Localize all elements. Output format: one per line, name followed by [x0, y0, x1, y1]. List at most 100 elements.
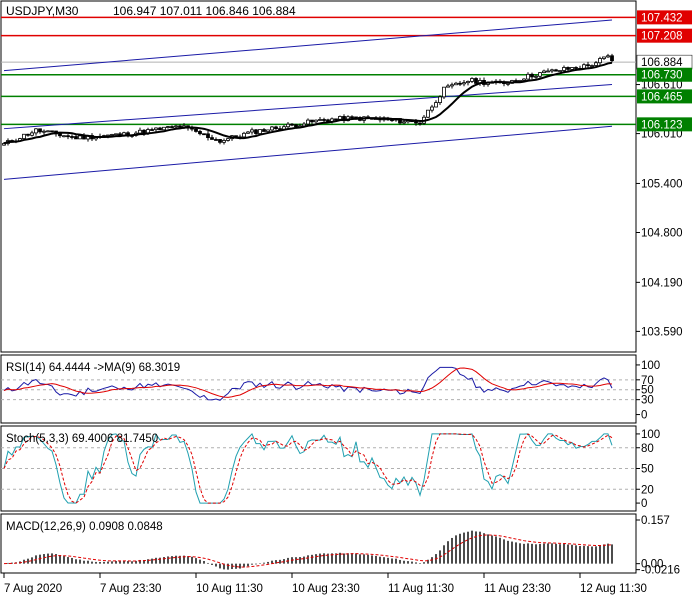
x-tick-label: 7 Aug 23:30: [100, 583, 161, 595]
candle-body: [526, 73, 530, 80]
main-y-tick-label: 105.400: [641, 178, 683, 190]
moving-average-line: [3, 61, 613, 145]
candle-body: [242, 132, 246, 138]
candle-body: [558, 70, 562, 72]
level-price-label: 106.465: [641, 91, 683, 103]
candle-body: [610, 55, 614, 62]
candle-body: [270, 126, 274, 131]
candle-body: [554, 69, 558, 72]
candle-body: [562, 67, 566, 71]
stoch-tick-label: 50: [641, 464, 654, 476]
candle-body: [34, 128, 38, 134]
x-tick-label: 7 Aug 2020: [4, 583, 62, 595]
candle-body: [594, 62, 598, 66]
rsi-tick-label: 70: [641, 375, 654, 387]
main-panel: [0, 0, 637, 353]
candle-body: [542, 70, 546, 74]
candle-body: [450, 84, 454, 87]
candle-body: [522, 78, 526, 81]
candle-body: [202, 133, 206, 136]
candle-body: [442, 86, 446, 98]
candle-body: [538, 72, 542, 77]
stoch-tick-label: 100: [641, 429, 660, 441]
macd-panel: [0, 513, 637, 574]
main-y-tick-label: 106.610: [641, 80, 683, 92]
main-y-tick-label: 103.590: [641, 326, 683, 338]
level-price-label: 107.432: [641, 12, 683, 24]
candle-body: [158, 127, 162, 131]
channel-line: [3, 19, 613, 72]
rsi-label: RSI(14) 64.4444 ->MA(9) 68.3019: [6, 362, 180, 374]
rsi-tick-label: 50: [641, 385, 654, 397]
current-price-label: 106.884: [641, 57, 683, 69]
candle-body: [458, 82, 462, 85]
candle-body: [590, 65, 594, 67]
candle-body: [586, 64, 590, 67]
candle-body: [322, 119, 326, 121]
candle-body: [218, 139, 222, 143]
level-price-label: 106.123: [641, 119, 683, 131]
candle-body: [46, 130, 50, 133]
candle-body: [258, 129, 262, 134]
candle-body: [58, 133, 62, 137]
candle-body: [254, 129, 258, 134]
stoch-tick-label: 0: [641, 498, 647, 510]
x-tick-label: 11 Aug 11:30: [388, 583, 454, 595]
candle-body: [290, 123, 294, 126]
channel-line: [3, 125, 613, 180]
candle-body: [210, 137, 214, 140]
candle-body: [266, 129, 270, 132]
main-y-tick-label: 106.010: [641, 129, 683, 141]
candle-body: [318, 119, 322, 121]
candle-body: [338, 116, 342, 120]
candle-body: [462, 82, 466, 85]
candle-body: [154, 127, 158, 131]
macd-tick-label: -0.0216: [641, 565, 680, 577]
rsi-tick-label: 30: [641, 395, 654, 407]
candle-body: [70, 136, 74, 138]
level-price-label: 106.730: [641, 70, 683, 82]
candle-body: [286, 123, 290, 128]
candle-body: [506, 82, 510, 85]
candle-body: [274, 126, 278, 130]
level-price-box: [637, 117, 692, 132]
candle-body: [606, 55, 610, 58]
stoch-label: Stoch(5,3,3) 69.4006 81.7450: [6, 433, 158, 445]
candle-body: [138, 129, 142, 134]
candle-body: [310, 119, 314, 123]
candle-body: [602, 56, 606, 59]
candle-body: [246, 131, 250, 134]
candle-body: [530, 73, 534, 78]
candle-body: [306, 119, 310, 125]
rsi-ma-line: [3, 367, 613, 398]
rsi-tick-label: 0: [641, 410, 647, 422]
stoch-tick-label: 80: [641, 443, 654, 455]
candle-body: [198, 131, 202, 135]
candle-body: [294, 124, 298, 128]
main-y-tick-label: 104.800: [641, 227, 683, 239]
candle-body: [50, 130, 54, 133]
candle-body: [550, 69, 554, 72]
stoch-tick-label: 20: [641, 484, 654, 496]
candle-body: [474, 78, 478, 84]
candle-body: [42, 130, 46, 133]
candle-body: [150, 129, 154, 131]
candle-body: [350, 116, 354, 119]
candle-body: [466, 81, 470, 84]
macd-label: MACD(12,26,9) 0.0908 0.0848: [6, 521, 163, 533]
candle-body: [430, 106, 434, 111]
macd-tick-label: 0.157: [641, 515, 670, 527]
candle-body: [166, 126, 170, 128]
candle-body: [62, 135, 66, 138]
x-tick-label: 10 Aug 23:30: [292, 583, 360, 595]
candle-body: [314, 119, 318, 123]
candle-body: [574, 67, 578, 69]
candle-body: [74, 136, 78, 140]
candle-body: [110, 134, 114, 136]
candle-body: [438, 96, 442, 103]
candle-body: [454, 82, 458, 86]
x-tick-label: 10 Aug 11:30: [196, 583, 263, 595]
channel-line: [3, 84, 613, 130]
